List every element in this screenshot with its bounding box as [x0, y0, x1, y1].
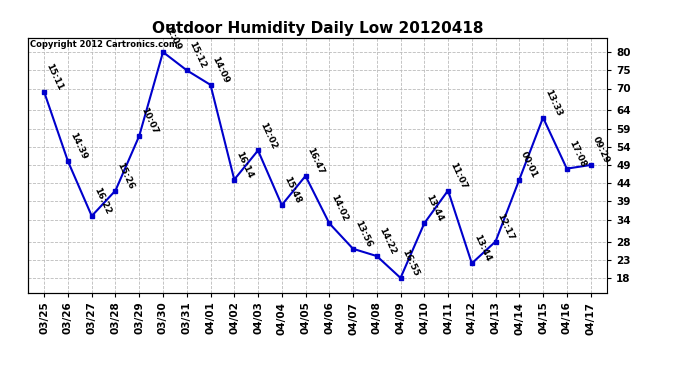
Title: Outdoor Humidity Daily Low 20120418: Outdoor Humidity Daily Low 20120418 — [152, 21, 483, 36]
Text: 13:56: 13:56 — [353, 219, 373, 249]
Text: 13:44: 13:44 — [424, 194, 444, 223]
Text: 14:02: 14:02 — [329, 194, 350, 223]
Text: 12:17: 12:17 — [495, 211, 516, 242]
Text: 13:33: 13:33 — [543, 88, 563, 118]
Text: 09:29: 09:29 — [591, 135, 611, 165]
Text: 11:07: 11:07 — [448, 161, 469, 190]
Text: 17:08: 17:08 — [566, 139, 587, 169]
Text: 14:22: 14:22 — [377, 226, 397, 256]
Text: 15:48: 15:48 — [282, 175, 302, 205]
Text: 00:01: 00:01 — [520, 150, 540, 180]
Text: 12:02: 12:02 — [258, 121, 278, 150]
Text: 02:09: 02:09 — [163, 22, 184, 52]
Text: 15:11: 15:11 — [44, 62, 64, 92]
Text: 16:47: 16:47 — [306, 146, 326, 176]
Text: 14:39: 14:39 — [68, 131, 88, 161]
Text: 14:09: 14:09 — [210, 55, 231, 85]
Text: 16:55: 16:55 — [400, 248, 421, 278]
Text: 13:44: 13:44 — [472, 233, 492, 263]
Text: 15:26: 15:26 — [115, 161, 136, 190]
Text: 15:12: 15:12 — [187, 40, 207, 70]
Text: 16:22: 16:22 — [92, 186, 112, 216]
Text: Copyright 2012 Cartronics.com: Copyright 2012 Cartronics.com — [30, 40, 178, 49]
Text: 16:14: 16:14 — [235, 150, 255, 180]
Text: 10:07: 10:07 — [139, 106, 159, 136]
